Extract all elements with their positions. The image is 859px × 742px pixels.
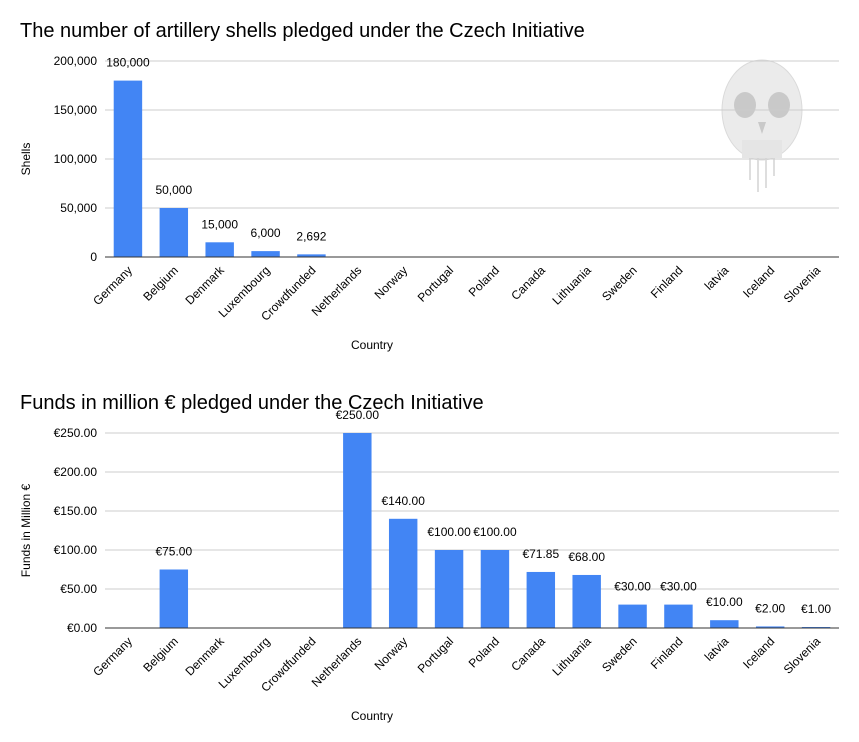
data-label: 50,000 (155, 183, 192, 197)
chart-title-shells: The number of artillery shells pledged u… (20, 20, 585, 42)
x-tick-label: Portugal (415, 263, 457, 305)
x-tick-label: latvia (702, 634, 732, 664)
data-label: €140.00 (381, 494, 425, 508)
x-tick-label: Sweden (599, 263, 640, 304)
x-tick-label: Poland (466, 263, 502, 299)
bar[interactable] (664, 604, 693, 628)
y-tick-label: €100.00 (54, 543, 98, 557)
data-label: 6,000 (251, 226, 281, 240)
bar[interactable] (205, 242, 234, 257)
x-tick-label: Iceland (740, 634, 777, 671)
y-axis-title: Shells (19, 143, 33, 176)
x-tick-label: Netherlands (309, 634, 365, 690)
x-tick-label: Sweden (599, 634, 640, 675)
x-tick-label: Iceland (740, 263, 777, 300)
bar[interactable] (113, 80, 143, 257)
x-tick-label: Slovenia (781, 263, 824, 306)
data-label: €75.00 (155, 545, 192, 559)
data-label: €71.85 (522, 547, 559, 561)
y-tick-label: €200.00 (54, 465, 98, 479)
data-label: 2,692 (296, 229, 326, 243)
x-tick-label: Slovenia (781, 634, 824, 677)
y-tick-label: 0 (90, 250, 97, 264)
data-label: 15,000 (201, 217, 238, 231)
bar[interactable] (297, 254, 326, 257)
chart-title-funds: Funds in million € pledged under the Cze… (20, 392, 484, 414)
x-tick-label: Lithuania (549, 634, 594, 679)
chart-funds: €0.00 €50.00 €100.00 €150.00 €200.00 €250.00 G… (19, 408, 839, 723)
data-label: €68.00 (568, 550, 605, 564)
bar[interactable] (388, 518, 418, 628)
x-tick-label: Poland (466, 634, 502, 670)
bar[interactable] (755, 626, 785, 628)
data-label: €1.00 (801, 602, 831, 616)
data-label: €250.00 (336, 408, 380, 422)
x-tick-label: Denmark (182, 263, 227, 308)
x-tick-label: Germany (90, 263, 135, 308)
bar[interactable] (572, 574, 601, 628)
data-label: €30.00 (614, 580, 651, 594)
data-label: €2.00 (755, 601, 785, 615)
x-axis-title: Country (351, 709, 393, 723)
x-tick-label: Portugal (415, 634, 457, 676)
y-axis-title: Funds in Million € (19, 483, 33, 577)
x-tick-label: Lithuania (549, 263, 594, 308)
y-tick-label: 100,000 (54, 152, 98, 166)
skull-icon (721, 59, 803, 192)
bar[interactable] (434, 550, 464, 628)
bar[interactable] (618, 604, 647, 628)
bar[interactable] (159, 569, 189, 629)
bar[interactable] (480, 550, 510, 628)
x-tick-label: Belgium (140, 263, 181, 304)
bar[interactable] (159, 208, 189, 257)
y-tick-label: 50,000 (60, 201, 97, 215)
bar[interactable] (251, 251, 280, 257)
data-label: €30.00 (660, 580, 697, 594)
x-tick-label: Denmark (182, 634, 227, 679)
y-tick-label: €0.00 (67, 621, 97, 635)
y-tick-label: 150,000 (54, 103, 98, 117)
x-tick-label: Germany (90, 634, 135, 679)
x-axis-title: Country (351, 338, 393, 352)
x-tick-label: latvia (702, 263, 732, 293)
y-tick-label: €50.00 (60, 582, 97, 596)
x-tick-label: Norway (372, 263, 411, 302)
y-tick-label: €250.00 (54, 426, 98, 440)
data-label: 180,000 (106, 56, 150, 70)
x-tick-label: Canada (508, 634, 548, 674)
x-tick-label: Finland (648, 634, 686, 672)
bar[interactable] (710, 620, 739, 628)
chart-shells: 0 50,000 100,000 150,000 200,000 180,000 Germa… (19, 54, 839, 352)
data-label: €100.00 (427, 525, 471, 539)
x-tick-label: Belgium (140, 634, 181, 675)
bar[interactable] (526, 571, 556, 628)
x-tick-label: Netherlands (309, 263, 365, 319)
x-tick-label: Finland (648, 263, 686, 301)
bar[interactable] (343, 433, 372, 628)
x-tick-label: Norway (372, 634, 411, 673)
x-tick-label: Canada (508, 263, 548, 303)
y-tick-label: 200,000 (54, 54, 98, 68)
y-tick-label: €150.00 (54, 504, 98, 518)
data-label: €10.00 (706, 595, 743, 609)
data-label: €100.00 (473, 525, 517, 539)
